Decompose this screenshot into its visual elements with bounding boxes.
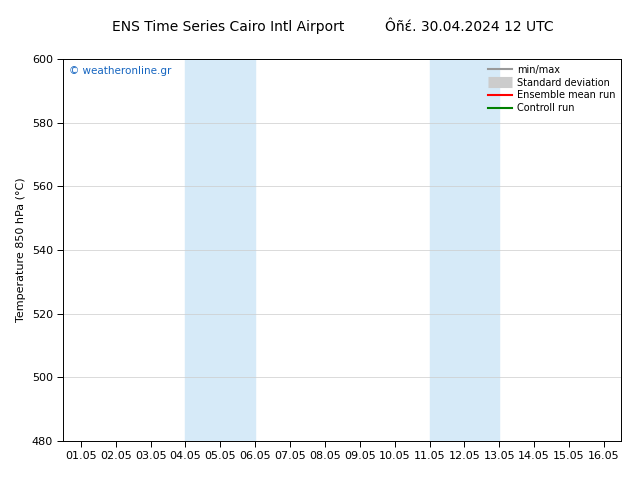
Bar [185,59,255,441]
Legend: min/max, Standard deviation, Ensemble mean run, Controll run: min/max, Standard deviation, Ensemble me… [484,61,619,117]
Y-axis label: Temperature 850 hPa (°C): Temperature 850 hPa (°C) [16,177,26,322]
Text: ENS Time Series Cairo Intl Airport: ENS Time Series Cairo Intl Airport [112,20,344,34]
Text: © weatheronline.gr: © weatheronline.gr [69,67,171,76]
Text: Ôñέ. 30.04.2024 12 UTC: Ôñέ. 30.04.2024 12 UTC [385,20,553,34]
Bar [429,59,500,441]
